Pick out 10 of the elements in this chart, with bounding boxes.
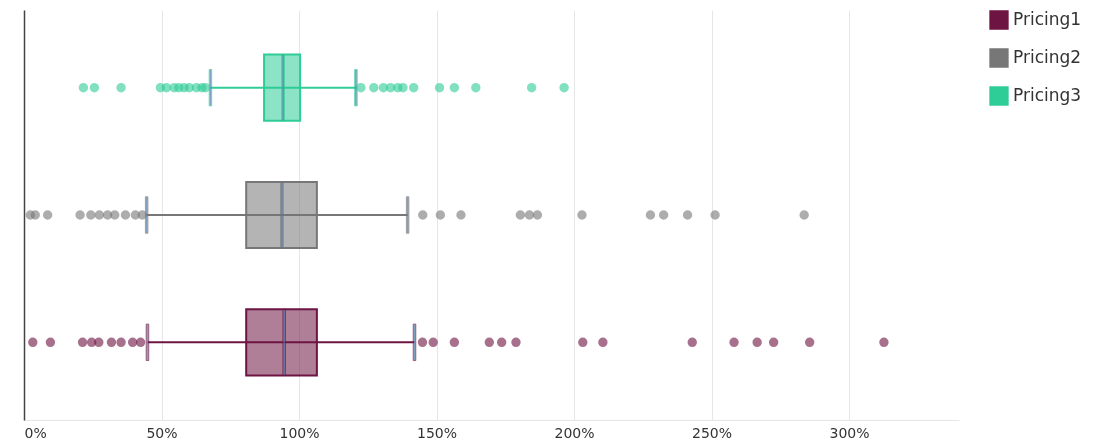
x-tick-label: 200%: [554, 424, 595, 441]
x-tick-label: 150%: [416, 424, 458, 441]
legend-label: Pricing1: [1013, 9, 1082, 29]
x-tick-label: 100%: [279, 424, 320, 441]
legend-label: Pricing3: [1013, 85, 1082, 105]
x-tick-label: 300%: [829, 424, 870, 441]
legend-label: Pricing2: [1013, 47, 1082, 67]
x-tick-label: 250%: [691, 424, 733, 441]
x-tick-label: 50%: [146, 424, 178, 441]
x-tick-label: 0%: [24, 424, 47, 441]
